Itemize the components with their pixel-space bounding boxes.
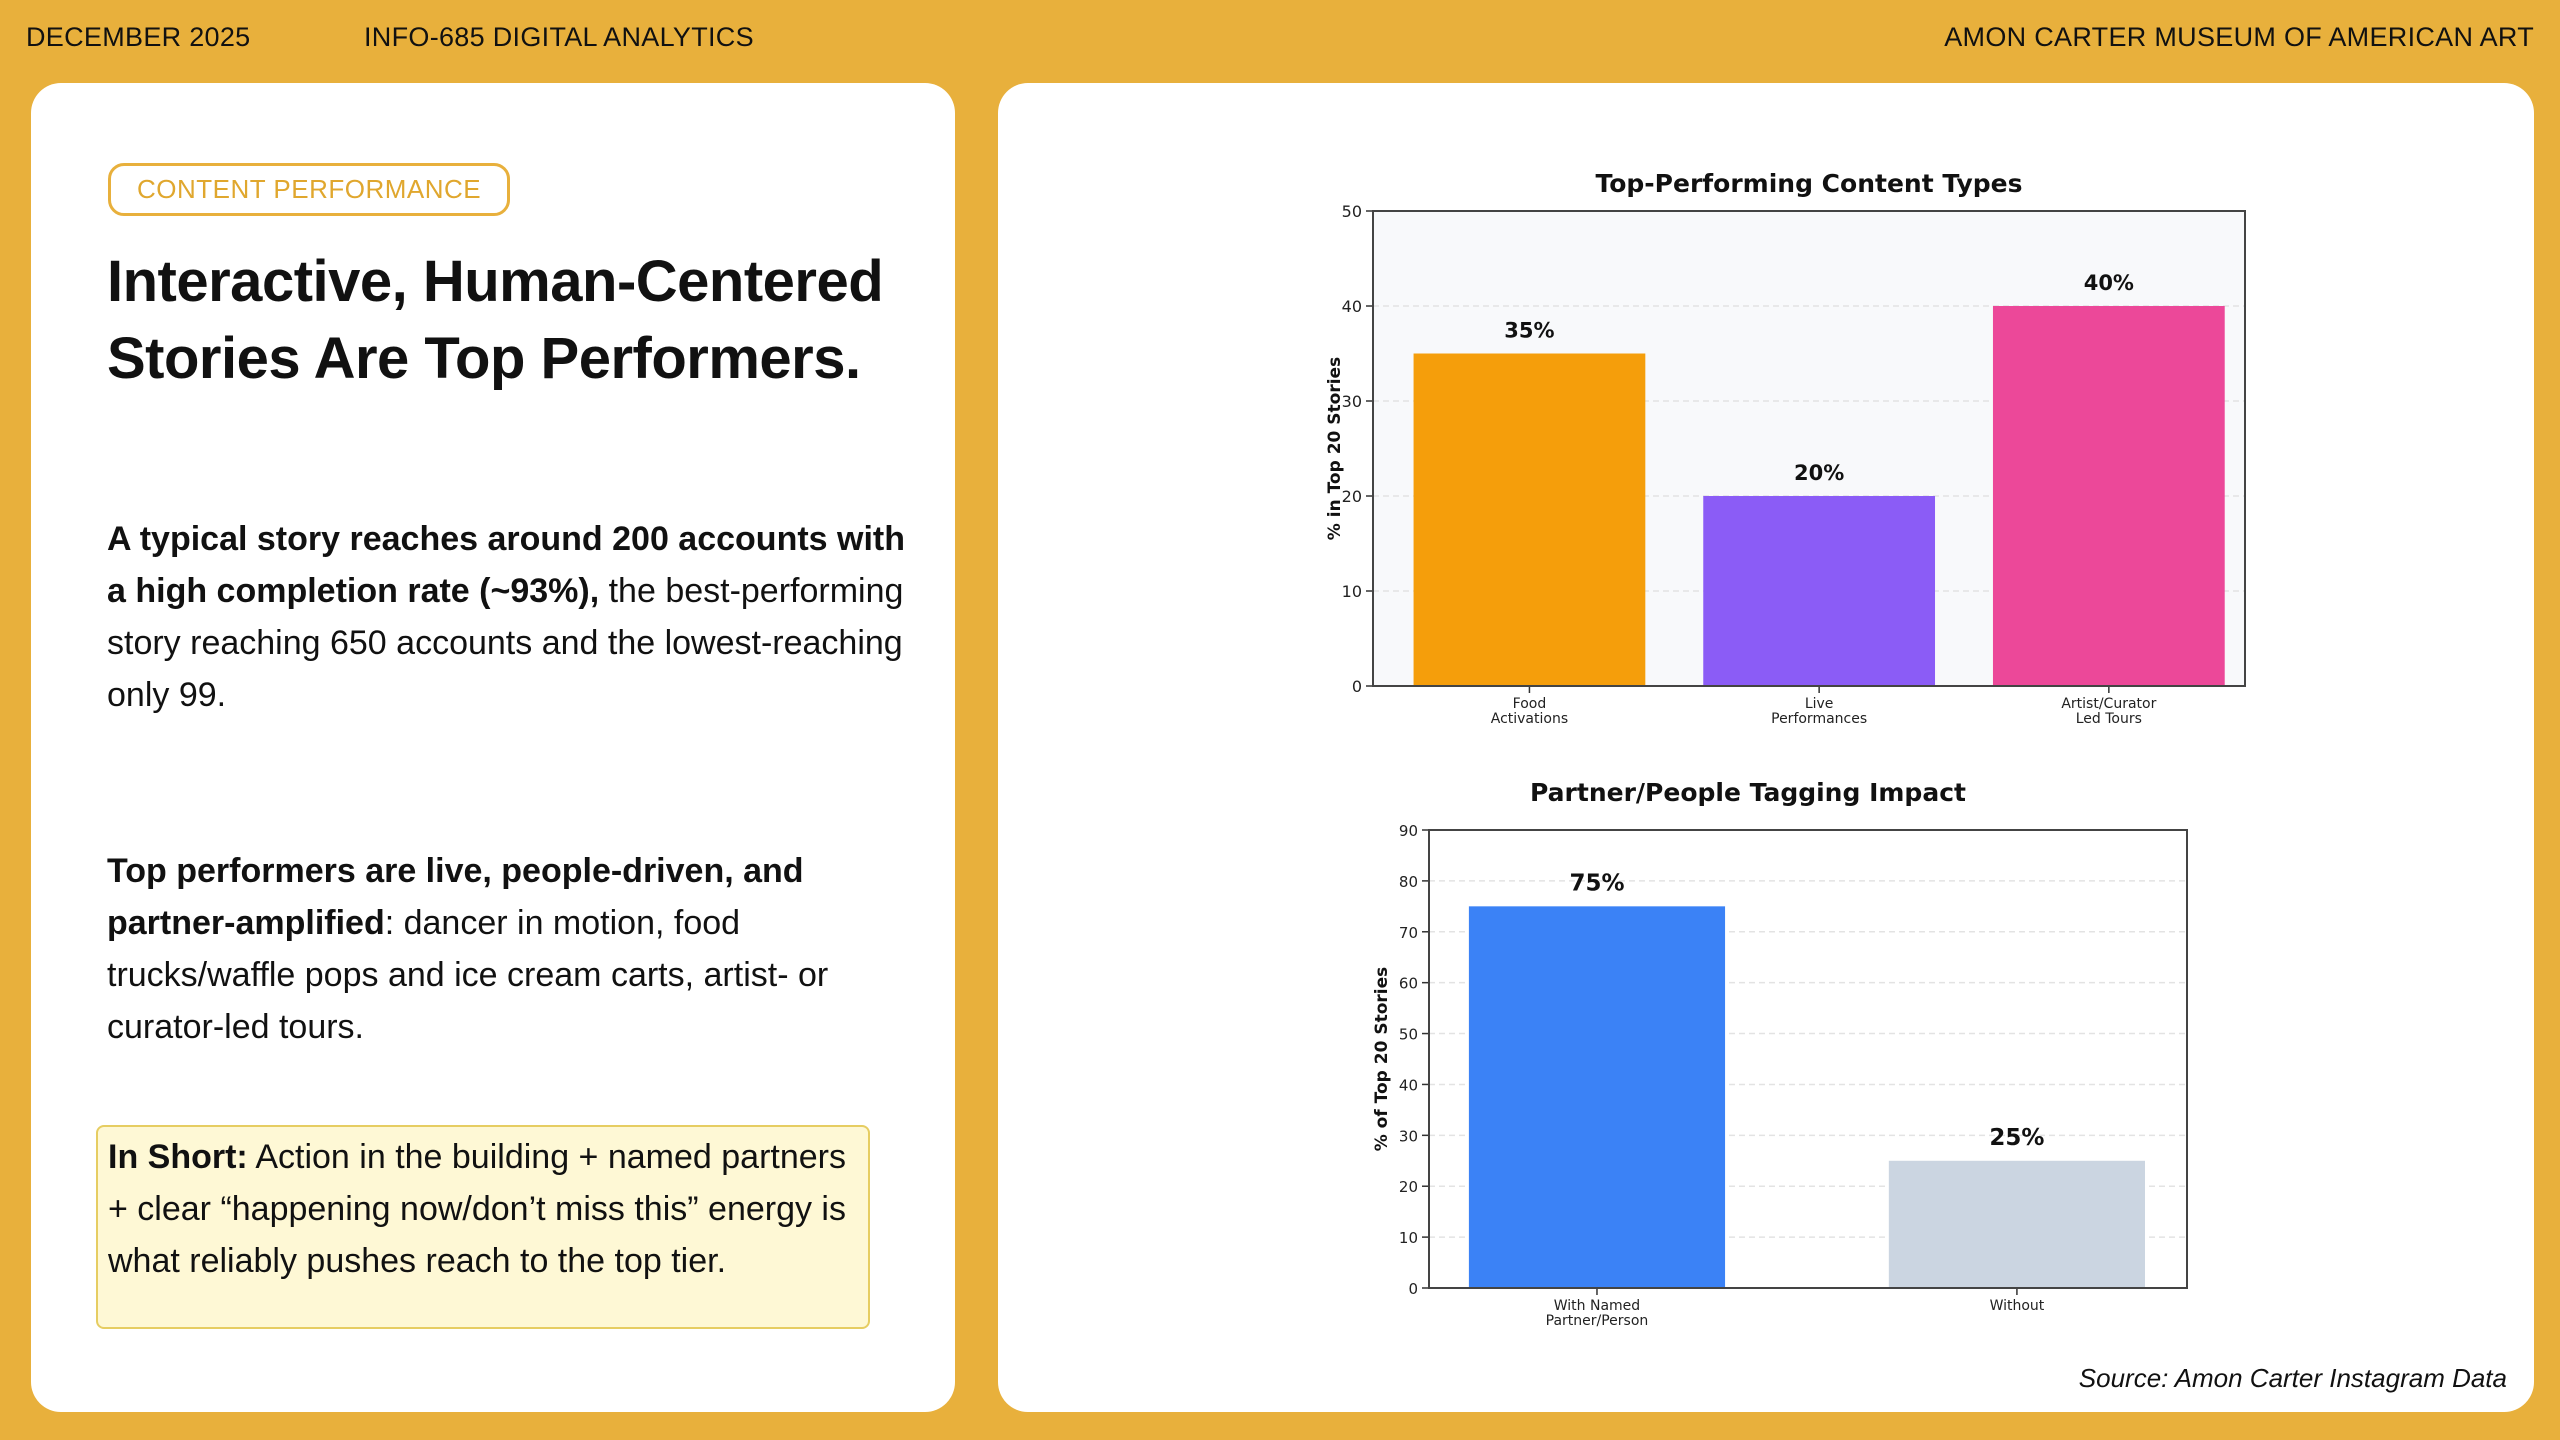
- callout-text: Action in the building + named partners …: [108, 1138, 846, 1280]
- x-tick-label: Food: [1513, 696, 1547, 712]
- y-tick-label: 40: [1342, 297, 1362, 316]
- y-tick-label: 10: [1342, 582, 1362, 601]
- x-tick-label: Performances: [1771, 711, 1867, 727]
- axes-frame: [1428, 829, 2188, 1289]
- header-date: DECEMBER 2025: [26, 22, 251, 52]
- y-tick-label: 30: [1399, 1127, 1418, 1145]
- y-tick-label: 20: [1342, 487, 1362, 506]
- x-tick-label: Activations: [1491, 711, 1568, 727]
- bar: [1888, 1160, 2146, 1288]
- y-axis-label: % of Top 20 Stories: [1372, 967, 1392, 1152]
- x-tick-label: Partner/Person: [1546, 1313, 1649, 1329]
- y-tick-label: 50: [1399, 1026, 1418, 1044]
- y-tick-label: 0: [1408, 1280, 1418, 1298]
- x-tick-label: Live: [1805, 696, 1834, 712]
- axes-frame: [1372, 210, 2246, 687]
- chart-title: Top-Performing Content Types: [1596, 169, 2023, 198]
- y-tick-label: 80: [1399, 873, 1418, 891]
- callout-label: In Short:: [108, 1138, 248, 1176]
- chart-title: Partner/People Tagging Impact: [1530, 778, 1966, 807]
- y-tick-label: 0: [1352, 677, 1362, 696]
- data-label: 20%: [1794, 461, 1844, 485]
- y-tick-label: 50: [1342, 202, 1362, 221]
- header-org: AMON CARTER MUSEUM OF AMERICAN ART: [1944, 22, 2534, 52]
- y-tick-label: 40: [1399, 1076, 1418, 1094]
- in-short-callout: In Short: Action in the building + named…: [96, 1125, 870, 1329]
- y-tick-label: 30: [1342, 392, 1362, 411]
- x-tick-label: Without: [1990, 1298, 2045, 1314]
- summary-text: the best-performing story reaching 650 a…: [107, 572, 904, 714]
- y-tick-label: 10: [1399, 1229, 1418, 1247]
- y-tick-label: 60: [1399, 975, 1418, 993]
- y-tick-label: 20: [1399, 1178, 1418, 1196]
- data-label: 40%: [2084, 271, 2134, 295]
- source-note: Source: Amon Carter Instagram Data: [2078, 1363, 2507, 1393]
- top-performers-bold: Top performers are live, people-driven, …: [107, 852, 804, 942]
- x-tick-label: Led Tours: [2076, 711, 2142, 727]
- header-course: INFO-685 DIGITAL ANALYTICS: [364, 22, 754, 52]
- x-tick-label: Artist/Curator: [2061, 696, 2156, 712]
- bar: [1413, 353, 1646, 686]
- data-label: 25%: [1989, 1125, 2044, 1151]
- x-tick-label: With Named: [1554, 1298, 1640, 1314]
- bar: [1468, 906, 1726, 1288]
- top-performers-paragraph: Top performers are live, people-driven, …: [107, 845, 917, 1053]
- summary-paragraph: A typical story reaches around 200 accou…: [107, 513, 917, 721]
- y-tick-label: 90: [1399, 822, 1418, 840]
- bar: [1992, 306, 2225, 686]
- top-performers-text: : dancer in motion, food trucks/waffle p…: [107, 904, 829, 1046]
- text-panel: CONTENT PERFORMANCE Interactive, Human-C…: [31, 83, 955, 1412]
- y-tick-label: 70: [1399, 924, 1418, 942]
- data-label: 35%: [1504, 319, 1554, 343]
- data-label: 75%: [1569, 870, 1624, 896]
- summary-bold: A typical story reaches around 200 accou…: [107, 520, 906, 610]
- section-badge: CONTENT PERFORMANCE: [108, 163, 511, 216]
- page-title: Interactive, Human-Centered Stories Are …: [107, 249, 884, 391]
- y-axis-label: % in Top 20 Stories: [1325, 357, 1345, 540]
- bar: [1703, 496, 1936, 686]
